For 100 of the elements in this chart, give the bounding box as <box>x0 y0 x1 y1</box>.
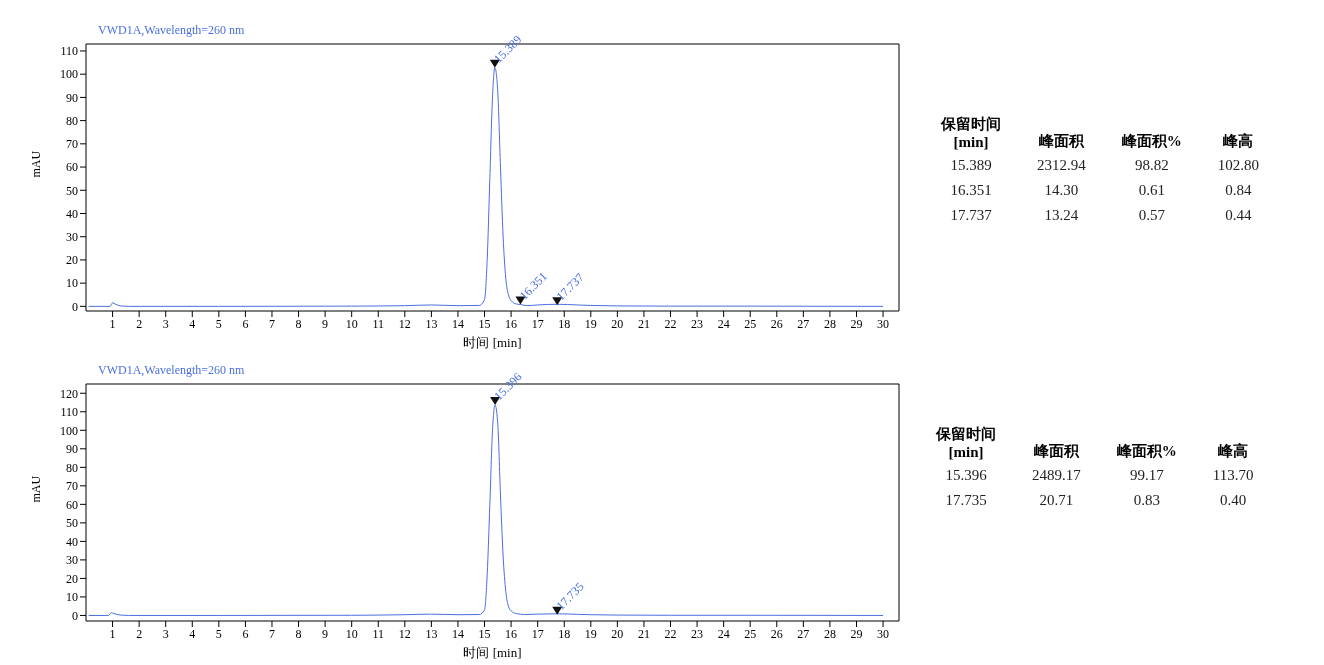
chart-title: VWD1A,Wavelength=260 nm <box>98 23 245 38</box>
text: 2489.17 <box>1032 467 1081 483</box>
x-tick-label: 28 <box>823 626 836 641</box>
x-tick-label: 6 <box>242 626 249 641</box>
text: 17.735 <box>945 492 987 508</box>
y-tick-label: 70 <box>66 479 78 494</box>
x-tick-label: 22 <box>664 626 677 641</box>
x-tick-label: 15 <box>478 316 491 331</box>
x-tick-label: 10 <box>345 626 358 641</box>
x-tick-label: 24 <box>717 316 730 331</box>
x-tick-label: 27 <box>797 626 810 641</box>
text: 17.737 <box>950 207 992 223</box>
x-tick-label: 10 <box>345 316 358 331</box>
y-tick-label: 30 <box>66 553 78 568</box>
x-tick-label: 6 <box>242 316 249 331</box>
x-tick-label: 14 <box>451 626 464 641</box>
y-tick-label: 90 <box>66 90 78 105</box>
x-tick-label: 21 <box>637 626 650 641</box>
x-tick-label: 7 <box>268 316 275 331</box>
x-tick-label: 1 <box>109 316 116 331</box>
x-tick-label: 30 <box>877 316 890 331</box>
x-tick-label: 8 <box>295 316 302 331</box>
category-label: 峰面积% <box>1115 442 1178 461</box>
text: 0.57 <box>1138 207 1165 223</box>
y-tick-label: 10 <box>66 276 78 291</box>
y-tick-label: 50 <box>66 516 78 531</box>
x-tick-label: 25 <box>744 316 757 331</box>
text: 0.61 <box>1138 182 1165 198</box>
x-tick-label: 16 <box>505 626 518 641</box>
y-tick-label: 40 <box>66 534 78 549</box>
y-tick-label: 100 <box>60 67 78 82</box>
text: 15.389 <box>950 157 992 173</box>
x-tick-label: 13 <box>425 316 438 331</box>
y-tick-label: 20 <box>66 253 78 268</box>
x-tick-label: 3 <box>162 316 169 331</box>
x-tick-label: 12 <box>398 626 411 641</box>
category-label: 峰面积 <box>1032 442 1080 461</box>
text: 14.30 <box>1044 182 1079 198</box>
text: 113.70 <box>1212 467 1254 483</box>
y-tick-label: 80 <box>66 460 78 475</box>
text: 16.351 <box>950 182 992 198</box>
x-tick-label: 8 <box>295 626 302 641</box>
text: 20.71 <box>1039 492 1074 508</box>
x-tick-label: 25 <box>744 626 757 641</box>
x-tick-label: 30 <box>877 626 890 641</box>
x-tick-label: 5 <box>215 316 222 331</box>
x-tick-label: 19 <box>584 316 597 331</box>
y-tick-label: 60 <box>66 160 78 175</box>
y-tick-label: 110 <box>60 44 78 59</box>
x-axis-title: 时间 [min] <box>463 335 522 350</box>
x-tick-label: 17 <box>531 626 544 641</box>
text: 0.84 <box>1225 182 1252 198</box>
x-tick-label: 13 <box>425 626 438 641</box>
x-tick-label: 15 <box>478 626 491 641</box>
x-tick-label: 21 <box>637 316 650 331</box>
x-tick-label: 2 <box>136 626 143 641</box>
x-tick-label: 18 <box>558 626 571 641</box>
y-tick-label: 10 <box>66 590 78 605</box>
x-tick-label: 5 <box>215 626 222 641</box>
y-tick-label: 90 <box>66 442 78 457</box>
text: 2312.94 <box>1037 157 1086 173</box>
x-axis-title: 时间 [min] <box>463 645 522 660</box>
x-tick-label: 17 <box>531 316 544 331</box>
x-tick-label: 23 <box>691 626 704 641</box>
x-tick-label: 1 <box>109 626 116 641</box>
x-tick-label: 9 <box>322 626 329 641</box>
x-tick-label: 14 <box>451 316 464 331</box>
text: 15.396 <box>945 467 987 483</box>
x-tick-label: 29 <box>850 316 863 331</box>
y-tick-label: 0 <box>72 608 78 623</box>
x-tick-label: 2 <box>136 316 143 331</box>
text: 0.44 <box>1225 207 1252 223</box>
y-tick-label: 120 <box>60 386 78 401</box>
y-axis-title: mAU <box>29 150 44 178</box>
x-tick-label: 12 <box>398 316 411 331</box>
x-tick-label: 18 <box>558 316 571 331</box>
x-tick-label: 27 <box>797 316 810 331</box>
y-axis-title: mAU <box>29 475 44 503</box>
text: 99.17 <box>1129 467 1164 483</box>
text: 0.83 <box>1133 492 1160 508</box>
x-tick-label: 16 <box>505 316 518 331</box>
y-tick-label: 40 <box>66 206 78 221</box>
chart-title: VWD1A,Wavelength=260 nm <box>98 363 245 378</box>
x-tick-label: 24 <box>717 626 730 641</box>
x-tick-label: 20 <box>611 626 624 641</box>
text: 98.82 <box>1134 157 1169 173</box>
x-tick-label: 7 <box>268 626 275 641</box>
category-label: 峰高 <box>1222 132 1255 151</box>
x-tick-label: 23 <box>691 316 704 331</box>
y-tick-label: 30 <box>66 229 78 244</box>
x-tick-label: 9 <box>322 316 329 331</box>
y-tick-label: 70 <box>66 137 78 152</box>
category-label: 保留时间 [min] <box>934 425 997 462</box>
category-label: 峰高 <box>1217 442 1250 461</box>
y-tick-label: 100 <box>60 423 78 438</box>
x-tick-label: 28 <box>823 316 836 331</box>
text: 13.24 <box>1044 207 1079 223</box>
y-tick-label: 20 <box>66 571 78 586</box>
x-tick-label: 11 <box>372 316 385 331</box>
y-tick-label: 0 <box>72 299 78 314</box>
